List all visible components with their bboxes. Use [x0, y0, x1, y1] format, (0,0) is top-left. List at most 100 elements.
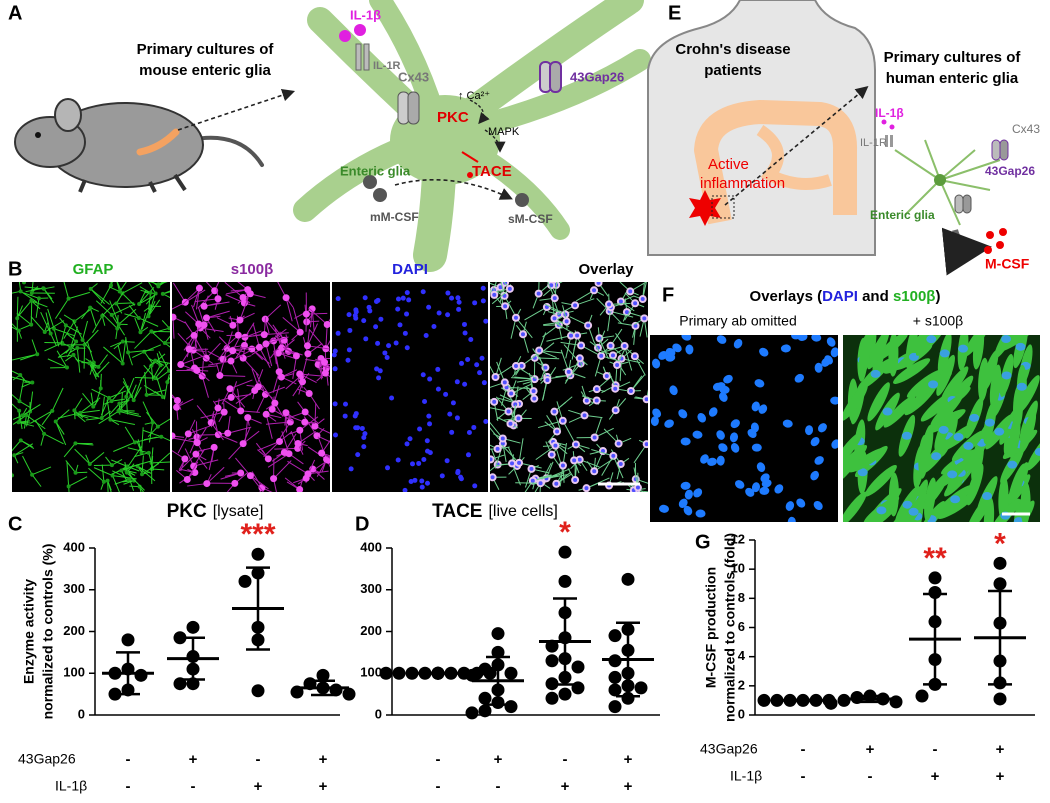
cell — [20, 413, 25, 418]
significance: * — [559, 516, 571, 549]
cell-process — [118, 308, 137, 325]
cell — [516, 416, 521, 421]
cell — [17, 408, 22, 413]
cell-process — [63, 443, 76, 458]
cell-process — [162, 293, 170, 299]
cell-process — [539, 356, 548, 381]
cell — [552, 409, 557, 414]
cell — [787, 516, 796, 522]
cell — [445, 290, 451, 296]
cell-process — [192, 349, 214, 365]
cell — [124, 394, 129, 399]
title-part: DAPI — [822, 288, 858, 305]
cell — [937, 493, 975, 519]
cell-process — [219, 375, 246, 377]
cell-process — [44, 320, 65, 333]
cell — [162, 341, 167, 346]
data-point — [392, 666, 406, 680]
cell — [994, 427, 1005, 436]
cell-process — [273, 460, 292, 479]
data-point — [928, 571, 942, 585]
cell-process — [262, 384, 276, 404]
caption: mouse enteric glia — [139, 62, 271, 79]
cell-process — [194, 298, 219, 303]
cell — [88, 286, 93, 291]
cell — [361, 318, 367, 324]
cell — [492, 292, 497, 297]
cell-process — [195, 288, 200, 310]
cell-process — [144, 372, 148, 395]
cell-process — [101, 464, 105, 482]
cell — [908, 507, 919, 516]
cell — [423, 332, 429, 338]
cell-process — [18, 378, 25, 402]
cell-process — [19, 400, 32, 409]
cell-process — [148, 292, 152, 310]
cell-process — [134, 331, 152, 349]
cell-process — [326, 318, 330, 325]
cell — [17, 399, 22, 404]
cell-process — [12, 403, 20, 412]
cell — [190, 462, 198, 470]
cell — [791, 335, 802, 340]
cell-process — [57, 347, 71, 358]
cell — [545, 378, 550, 383]
cell-process — [228, 443, 244, 460]
cell — [362, 295, 368, 301]
cell-process — [23, 292, 40, 299]
cell — [239, 294, 247, 302]
treatment-label: 43Gap26 — [700, 741, 758, 757]
cell — [424, 448, 430, 454]
cell — [680, 437, 691, 446]
cell — [611, 453, 616, 458]
cell — [332, 366, 338, 372]
cell-process — [85, 417, 102, 421]
cell-process — [128, 349, 154, 353]
cell — [389, 395, 395, 401]
cell-process — [112, 470, 130, 480]
cell — [376, 375, 382, 381]
cell-process — [158, 282, 165, 287]
cell — [640, 297, 645, 302]
cell-process — [20, 439, 33, 448]
cell — [12, 453, 17, 458]
cell — [644, 442, 648, 447]
cell — [292, 352, 300, 360]
cell — [958, 344, 969, 353]
cell — [345, 357, 351, 363]
cell — [12, 473, 15, 478]
cell — [167, 326, 170, 331]
cell — [592, 435, 597, 440]
cell-process — [23, 282, 25, 283]
cell — [613, 386, 618, 391]
cell-process — [177, 433, 189, 454]
cell — [751, 482, 761, 493]
cell-process — [148, 282, 157, 294]
significance: * — [994, 527, 1006, 560]
cell-process — [68, 486, 70, 492]
cell — [116, 322, 121, 327]
cell — [552, 296, 557, 301]
y-tick-label: 6 — [738, 619, 745, 634]
column-label: Primary ab omitted — [679, 313, 796, 329]
cell — [513, 315, 518, 320]
cell-process — [258, 347, 271, 369]
cell — [323, 320, 330, 328]
cell — [301, 408, 309, 416]
cell — [278, 344, 286, 352]
label: Enteric glia — [870, 208, 935, 222]
cell — [110, 473, 115, 478]
cell-process — [239, 297, 249, 321]
cell — [262, 340, 270, 348]
cell-process — [90, 392, 94, 407]
cell — [468, 337, 474, 343]
cell — [594, 398, 599, 403]
cell — [796, 498, 806, 508]
cell — [830, 396, 838, 405]
cell-process — [29, 391, 34, 412]
cell — [435, 366, 441, 372]
cell — [298, 378, 306, 386]
cell-process — [98, 410, 119, 425]
cell — [928, 380, 939, 389]
cell-process — [157, 418, 170, 428]
